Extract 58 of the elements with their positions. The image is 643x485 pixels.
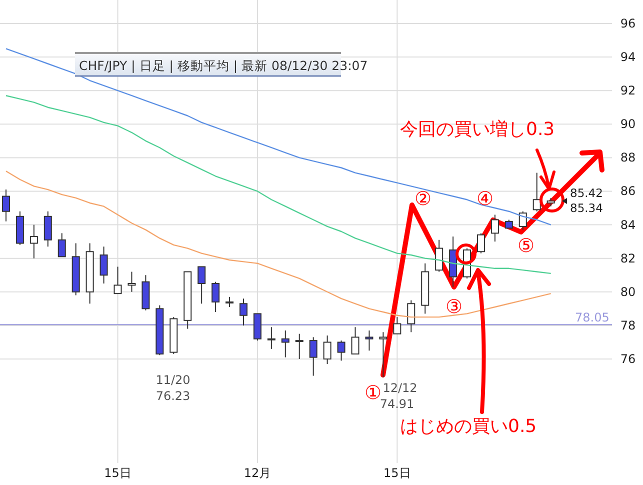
candlestick (267, 326, 276, 350)
candlestick (351, 326, 360, 354)
y-tick-label: 80 (620, 284, 636, 299)
candlestick (239, 298, 248, 326)
ref-line-label: 78.05 (575, 310, 610, 325)
candlestick (212, 281, 220, 313)
y-tick-label: 96 (620, 16, 636, 30)
candlestick (490, 214, 499, 242)
line-series (5, 48, 552, 226)
annotation: 11/20 (156, 373, 190, 387)
y-tick-label: 88 (620, 150, 636, 165)
annotation: 76.23 (156, 389, 190, 403)
candlestick (198, 266, 206, 304)
candlestick (281, 330, 290, 358)
line-series (5, 95, 552, 274)
candlestick (295, 333, 304, 360)
candlestick (2, 189, 10, 222)
candlestick (128, 271, 136, 292)
y-tick-label: 76 (620, 352, 636, 366)
candlestick (226, 296, 234, 308)
candlestick (365, 330, 374, 352)
candlestick (58, 232, 66, 258)
x-tick-label: 15日 (384, 466, 411, 480)
candlestick (44, 210, 52, 248)
annotation: ④ (476, 188, 494, 210)
annotation: ② (414, 188, 432, 210)
candlestick (30, 224, 38, 259)
annotation: 12/12 (382, 381, 418, 395)
annotation: ⑤ (517, 235, 535, 257)
text: 85.34 (570, 201, 603, 215)
candlestick (476, 232, 485, 254)
candlestick (379, 332, 388, 378)
annotation: 今回の買い増し0.3 (400, 119, 555, 140)
candlestick (518, 210, 527, 230)
candlestick (532, 172, 541, 212)
annotation: 74.91 (380, 397, 414, 411)
candlestick (114, 266, 122, 294)
y-tick-label: 86 (620, 184, 636, 198)
y-tick-label: 90 (620, 117, 636, 132)
y-tick-label: 94 (620, 50, 636, 64)
text: 85.42 (570, 186, 603, 200)
annotation: はじめの買い0.5 (400, 416, 537, 437)
candlestick (435, 239, 444, 272)
candlestick (337, 340, 346, 362)
y-tick-label: 82 (620, 251, 636, 266)
candlestick (100, 246, 108, 284)
y-tick-label: 92 (620, 84, 636, 98)
y-tick-label: 78 (620, 318, 636, 332)
annotation: ③ (445, 296, 463, 318)
candlestick (323, 335, 332, 365)
text: CHF/JPY | 日足 | 移動平均 | 最新 08/12/30 23:07 (79, 58, 368, 73)
candlestick (393, 316, 402, 334)
x-tick-label: 15日 (104, 466, 132, 480)
annotation: ① (364, 382, 382, 404)
candlestick (407, 300, 416, 333)
x-tick-label: 12月 (244, 466, 272, 480)
candlestick (309, 336, 318, 376)
y-tick-label: 84 (620, 218, 636, 232)
